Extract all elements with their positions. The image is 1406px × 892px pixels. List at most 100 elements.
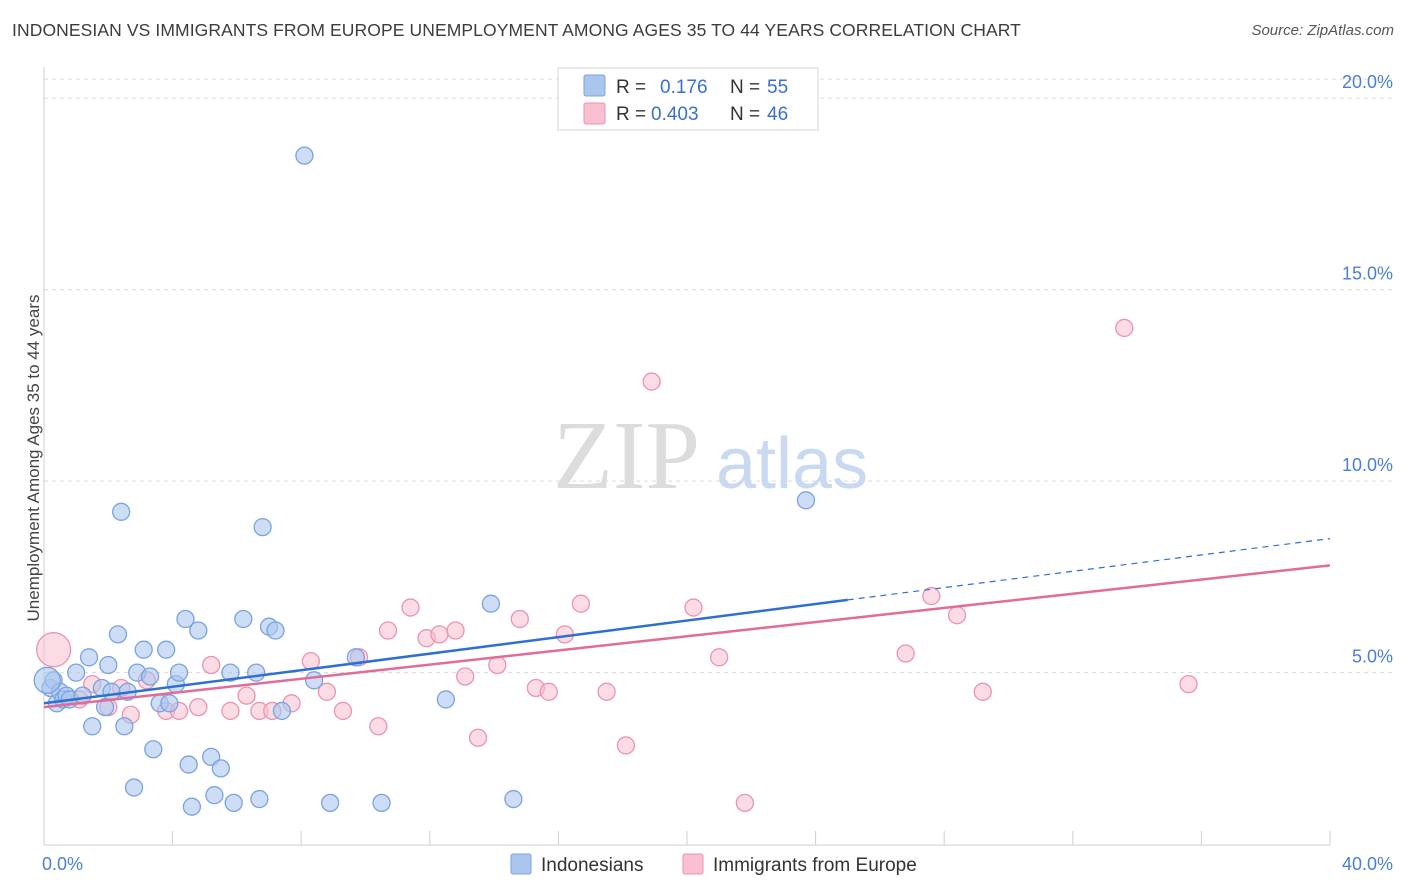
chart-title: INDONESIAN VS IMMIGRANTS FROM EUROPE UNE…: [12, 20, 1021, 40]
point-indonesians-48: [372, 793, 391, 813]
y-tick-label-2: 15.0%: [1342, 264, 1393, 284]
point-indonesians-18: [124, 778, 144, 797]
trend-lines: [43, 538, 1331, 709]
point-immigrants-43: [973, 682, 992, 701]
point-indonesians-38: [247, 663, 266, 682]
legend-n-label-1: N =: [730, 77, 760, 98]
legend-r-value-1: 0.176: [660, 77, 708, 98]
point-indonesians-31: [189, 621, 208, 640]
point-immigrants-27: [468, 728, 488, 747]
point-indonesians-16: [115, 717, 134, 736]
point-immigrants-25: [446, 621, 465, 640]
y-axis-label: Unemployment Among Ages 35 to 44 years: [24, 295, 43, 622]
point-immigrants-24: [430, 625, 449, 644]
legend-n-value-1: 55: [767, 77, 788, 98]
y-tick-label-1: 10.0%: [1342, 455, 1393, 475]
point-indonesians-50: [481, 594, 501, 613]
correlation-legend: R = 0.176 N = 55 R = 0.403 N = 46: [557, 67, 819, 131]
point-immigrants-22: [401, 598, 420, 617]
point-indonesians-27: [169, 663, 189, 682]
point-immigrants-35: [616, 736, 636, 755]
point-indonesians-25: [160, 694, 179, 713]
point-indonesians-12: [99, 655, 118, 675]
bottom-legend-label-indonesians: Indonesians: [541, 855, 643, 876]
point-indonesians-9: [83, 717, 102, 736]
point-indonesians-52: [796, 491, 816, 510]
point-indonesians-40: [253, 517, 272, 537]
point-indonesians-45: [304, 671, 324, 690]
point-immigrants-9: [189, 697, 208, 717]
legend-n-value-2: 46: [767, 104, 788, 125]
trend-line-immigrants: [43, 564, 1331, 709]
point-immigrants-38: [710, 648, 729, 667]
point-indonesians-20: [134, 640, 153, 659]
point-immigrants-33: [571, 594, 591, 613]
legend-n-label-2: N =: [730, 104, 760, 125]
legend-r-label-2: R =: [616, 104, 646, 125]
point-immigrants-31: [539, 682, 558, 701]
point-indonesians-30: [182, 797, 202, 816]
bottom-legend-label-immigrants: Immigrants from Europe: [713, 855, 917, 876]
trend-line-indonesians: [43, 598, 848, 705]
point-indonesians-53: [33, 666, 61, 694]
axis-layer: 5.0% 10.0% 15.0% 20.0% 0.0% 40.0%: [42, 67, 1393, 874]
bottom-legend-swatch-blue: [510, 853, 532, 875]
point-indonesians-49: [436, 690, 456, 709]
point-immigrants-44: [1115, 318, 1134, 338]
point-immigrants-0: [35, 632, 72, 668]
watermark-atlas: atlas: [716, 424, 868, 504]
series-legend: Indonesians Immigrants from Europe: [510, 853, 917, 876]
point-immigrants-40: [896, 644, 915, 663]
point-indonesians-39: [250, 789, 269, 809]
watermark: ZIP atlas: [553, 402, 868, 510]
point-indonesians-36: [224, 793, 243, 813]
point-indonesians-22: [144, 740, 163, 759]
point-immigrants-45: [1179, 674, 1198, 694]
legend-swatch-blue: [583, 74, 606, 97]
point-immigrants-42: [947, 606, 967, 625]
point-indonesians-11: [95, 697, 115, 717]
grid-layer: [44, 78, 1395, 674]
series-immigrants-points: [35, 318, 1198, 813]
trend-line-indonesians-extrapolated: [847, 538, 1331, 601]
legend-r-value-2: 0.403: [651, 104, 699, 125]
legend-r-label-1: R =: [616, 77, 646, 98]
y-tick-label-0: 5.0%: [1352, 647, 1393, 667]
point-immigrants-10: [202, 655, 221, 675]
point-indonesians-29: [179, 755, 198, 774]
point-indonesians-51: [504, 789, 523, 809]
point-indonesians-43: [272, 701, 292, 721]
legend-swatch-pink: [583, 102, 606, 125]
point-indonesians-33: [205, 786, 224, 805]
point-indonesians-35: [221, 663, 240, 682]
point-indonesians-28: [176, 609, 195, 629]
point-immigrants-18: [333, 701, 353, 721]
point-immigrants-17: [317, 682, 337, 701]
x-tick-label-0: 0.0%: [42, 854, 83, 874]
point-indonesians-34: [211, 759, 230, 778]
point-immigrants-26: [456, 667, 475, 686]
point-indonesians-24: [157, 640, 176, 659]
point-indonesians-8: [79, 648, 99, 667]
point-immigrants-39: [735, 793, 755, 813]
point-immigrants-37: [684, 598, 703, 617]
x-tick-label-1: 40.0%: [1342, 854, 1393, 874]
point-immigrants-12: [237, 686, 256, 705]
point-indonesians-14: [108, 625, 128, 644]
point-indonesians-15: [112, 502, 131, 521]
point-indonesians-7: [67, 663, 86, 682]
watermark-zip: ZIP: [553, 402, 700, 510]
point-immigrants-29: [510, 609, 529, 629]
point-indonesians-37: [234, 609, 253, 629]
point-indonesians-42: [266, 621, 285, 640]
point-immigrants-34: [597, 682, 616, 701]
point-immigrants-11: [221, 701, 240, 721]
y-tick-label-3: 20.0%: [1342, 72, 1393, 92]
point-immigrants-36: [642, 372, 661, 391]
point-indonesians-21: [140, 667, 160, 686]
point-indonesians-13: [102, 682, 121, 701]
point-immigrants-41: [922, 586, 941, 606]
point-indonesians-44: [295, 146, 314, 165]
point-indonesians-46: [320, 793, 340, 813]
